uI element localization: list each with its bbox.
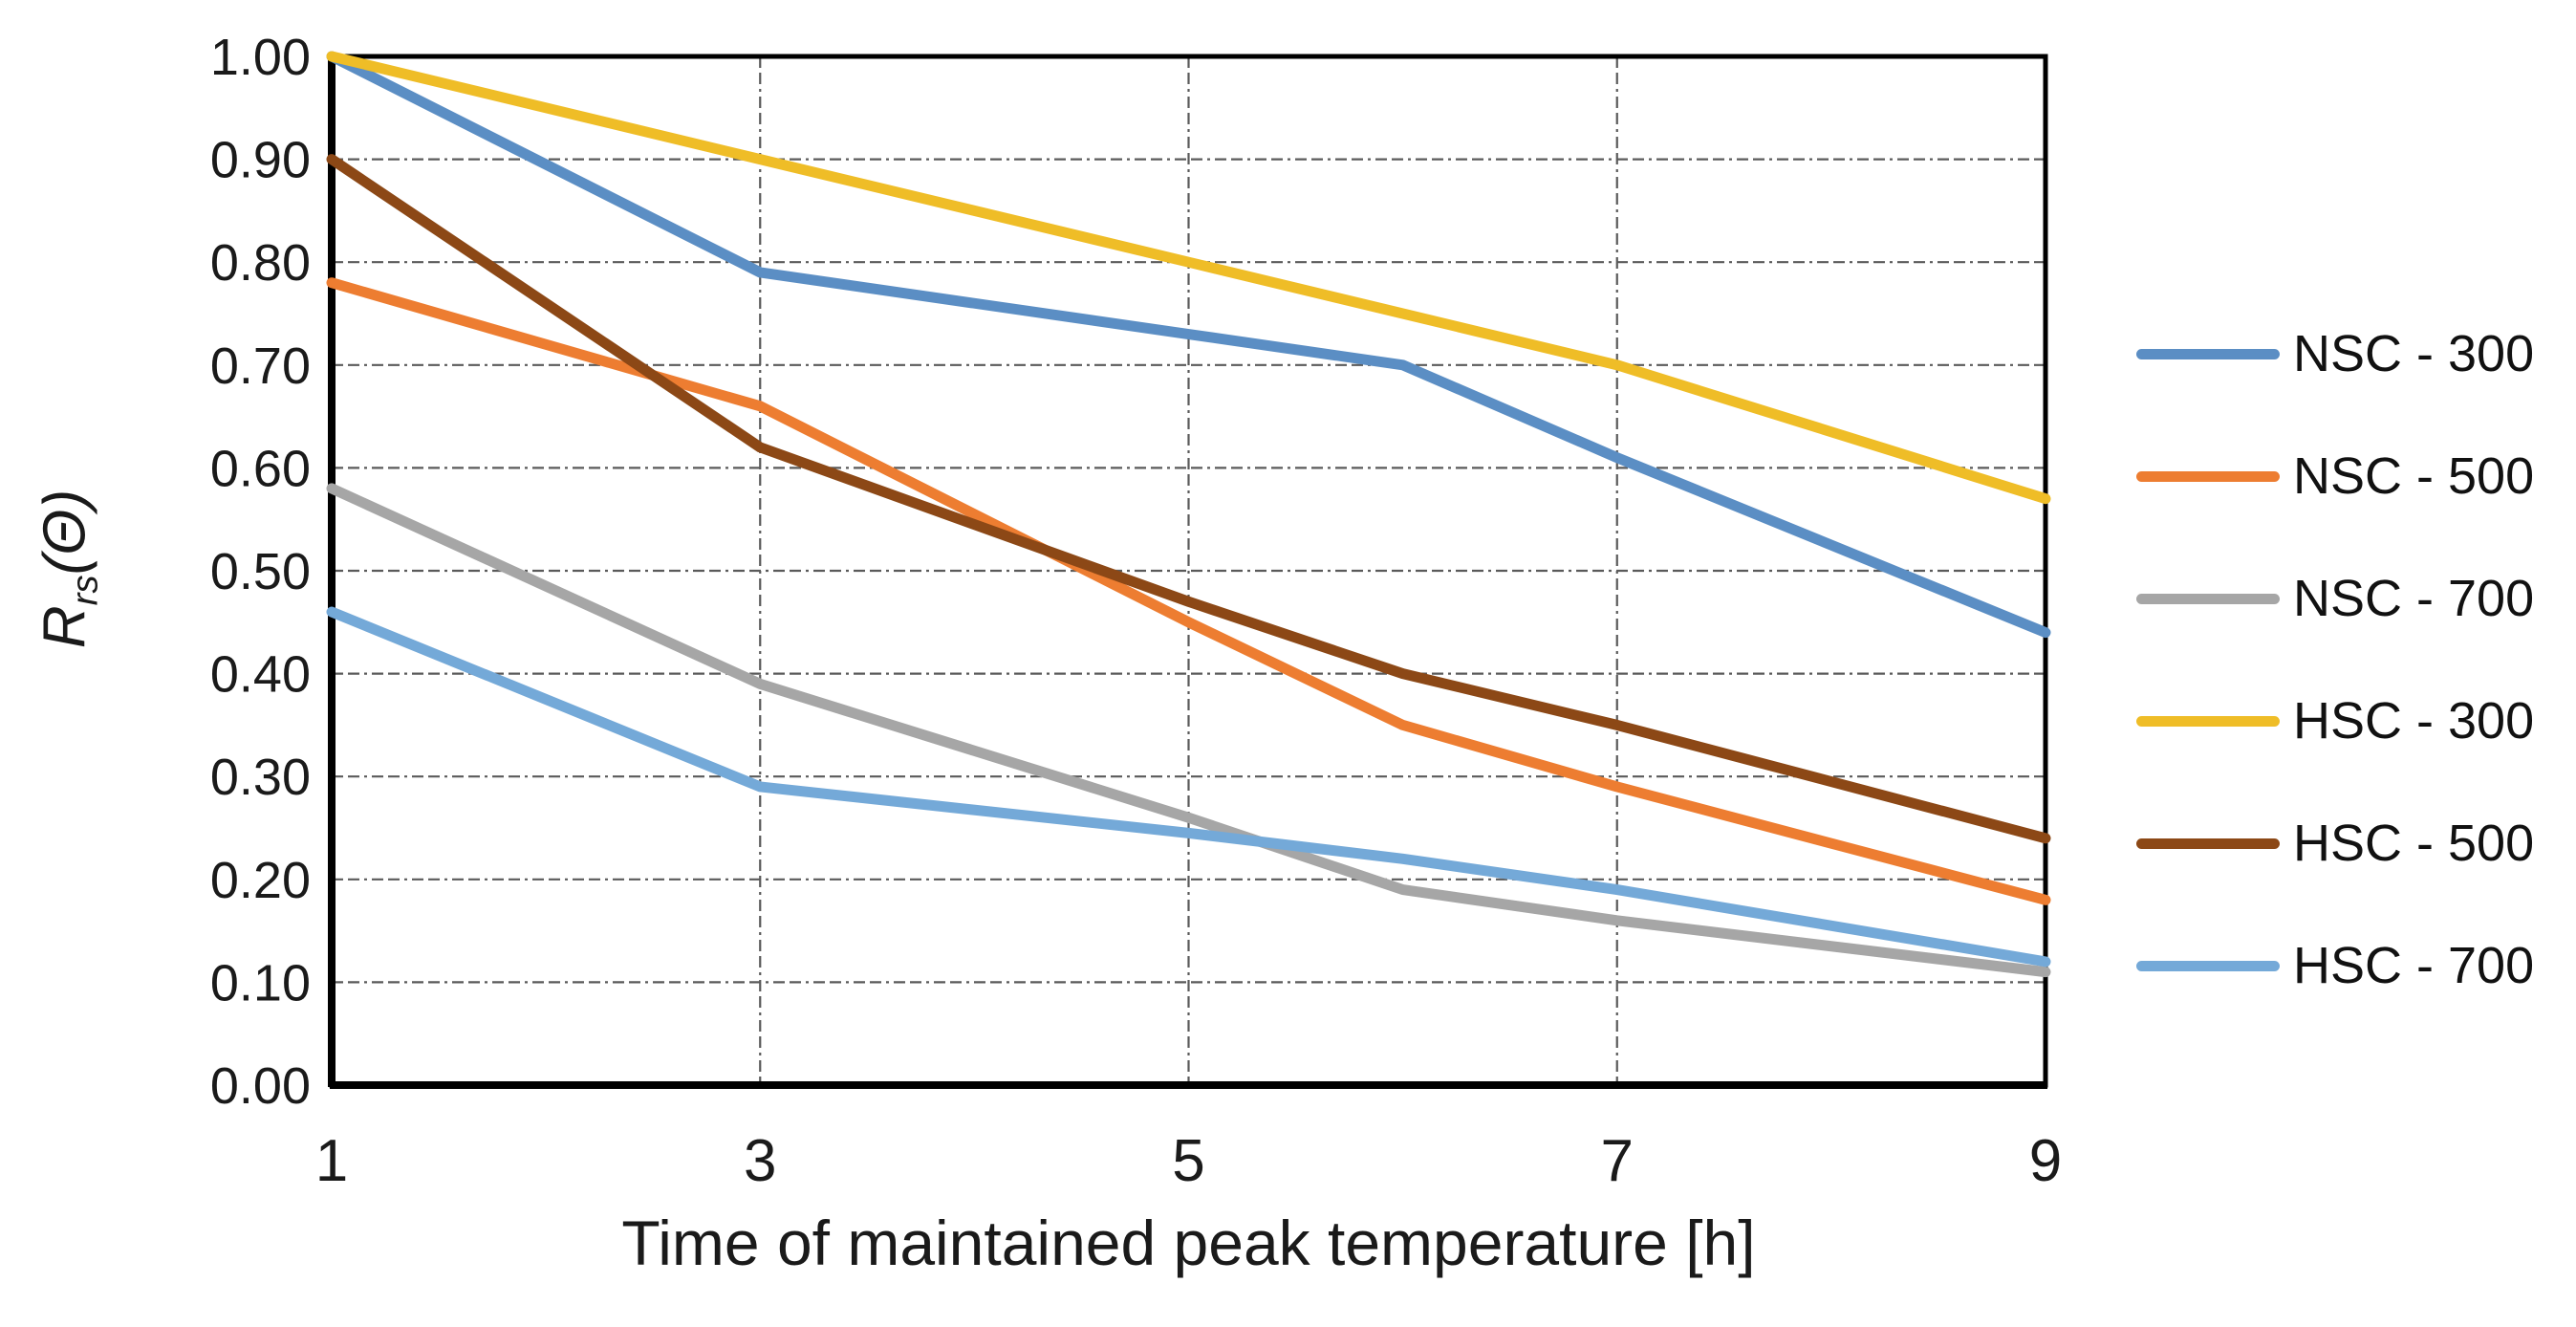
series-line-nsc-700 <box>326 483 2051 978</box>
y-tick-label: 0.00 <box>210 1057 311 1115</box>
x-axis-title: Time of maintained peak temperature [h] <box>621 1207 1756 1278</box>
series-line-hsc-700 <box>326 606 2051 968</box>
legend-item-hsc-500: HSC - 500 <box>2136 782 2534 904</box>
legend-swatch <box>2136 470 2280 482</box>
legend-label: NSC - 700 <box>2293 570 2535 627</box>
legend-label: NSC - 300 <box>2293 325 2535 382</box>
legend-item-nsc-700: NSC - 700 <box>2136 537 2534 660</box>
y-title-sub: rs <box>64 575 106 606</box>
legend-label: HSC - 700 <box>2293 937 2535 994</box>
legend-swatch <box>2136 838 2280 849</box>
series-line-nsc-500 <box>326 277 2051 905</box>
legend-swatch <box>2136 715 2280 727</box>
legend-item-hsc-700: HSC - 700 <box>2136 904 2534 1027</box>
y-title-base: R <box>32 605 98 649</box>
y-tick-label: 0.90 <box>210 132 311 189</box>
legend-swatch <box>2136 593 2280 604</box>
y-tick-label: 0.60 <box>210 440 311 497</box>
x-tick-label: 7 <box>1601 1128 1634 1194</box>
y-axis-title: Rrs(Θ) <box>31 489 106 648</box>
y-tick-label: 0.80 <box>210 234 311 292</box>
legend-label: HSC - 300 <box>2293 692 2535 750</box>
legend-item-hsc-300: HSC - 300 <box>2136 660 2534 782</box>
legend: NSC - 300 NSC - 500 NSC - 700 HSC - 300 HSC … <box>2136 293 2534 1027</box>
legend-label: HSC - 500 <box>2293 815 2535 872</box>
legend-swatch <box>2136 960 2280 971</box>
y-tick-label: 0.70 <box>210 337 311 395</box>
x-tick-label: 1 <box>315 1128 348 1194</box>
x-tick-label: 5 <box>1172 1128 1204 1194</box>
y-tick-label: 0.40 <box>210 646 311 704</box>
x-tick-label: 3 <box>744 1128 776 1194</box>
legend-item-nsc-300: NSC - 300 <box>2136 293 2534 415</box>
series-line-hsc-300 <box>326 51 2051 505</box>
y-tick-label: 0.50 <box>210 543 311 600</box>
series-line-hsc-500 <box>326 154 2051 844</box>
y-title-paren: (Θ) <box>32 489 98 576</box>
legend-label: NSC - 500 <box>2293 447 2535 505</box>
series-line-nsc-300 <box>326 51 2051 639</box>
y-tick-label: 0.30 <box>210 749 311 806</box>
y-tick-label: 0.20 <box>210 852 311 909</box>
y-tick-label: 0.10 <box>210 954 311 1012</box>
legend-item-nsc-500: NSC - 500 <box>2136 415 2534 537</box>
legend-swatch <box>2136 348 2280 359</box>
y-tick-label: 1.00 <box>210 29 311 86</box>
x-tick-label: 9 <box>2029 1128 2062 1194</box>
